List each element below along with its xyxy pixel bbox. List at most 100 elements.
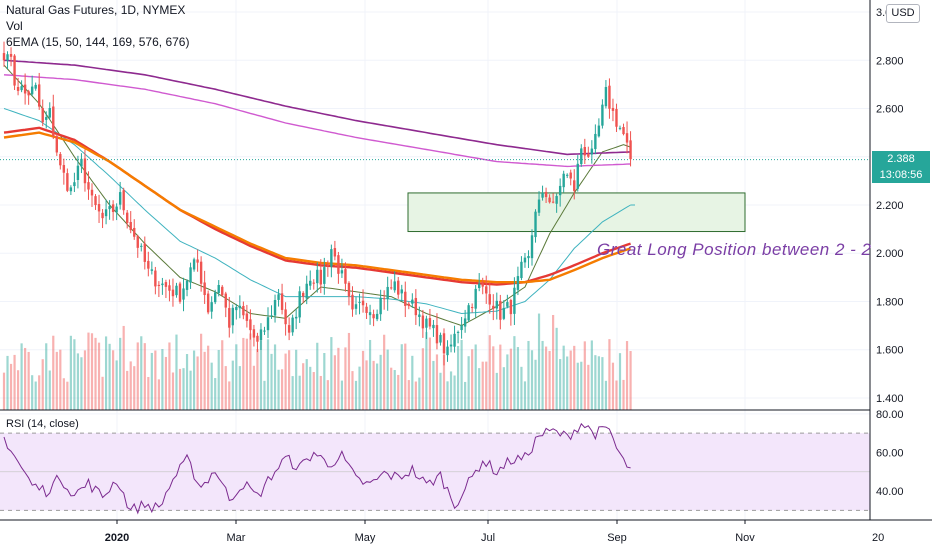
candle-body: [470, 307, 474, 309]
volume-bar: [221, 340, 224, 410]
volume-bar: [34, 381, 37, 410]
volume-bar: [467, 356, 470, 410]
volume-bar: [178, 368, 182, 410]
volume-bar: [361, 350, 365, 410]
candle-body: [527, 255, 530, 259]
candle-body: [358, 301, 361, 303]
candle-body: [118, 192, 122, 205]
volume-bar: [101, 376, 104, 410]
candle-body: [583, 147, 586, 156]
candle-body: [397, 280, 400, 295]
volume-bar: [555, 327, 558, 410]
volume-bar: [587, 364, 590, 410]
volume-bar: [87, 332, 90, 410]
candle-body: [270, 315, 273, 317]
candle-body: [390, 287, 393, 289]
candle-body: [495, 300, 498, 309]
volume-bar: [618, 353, 622, 410]
candle-body: [13, 55, 16, 86]
candle-body: [157, 284, 161, 287]
time-tick-label: Mar: [227, 532, 246, 544]
volume-bar: [76, 353, 80, 410]
candle-body: [411, 299, 414, 304]
candle-body: [463, 318, 467, 327]
volume-bar: [435, 354, 439, 410]
volume-bar: [351, 371, 354, 410]
volume-bar: [316, 342, 319, 410]
volume-bar: [460, 339, 463, 410]
volume-bar: [122, 325, 125, 410]
candle-body: [235, 307, 238, 311]
rsi-pane: [0, 422, 870, 515]
candle-body: [375, 313, 379, 320]
volume-bar: [608, 339, 611, 410]
volume-bar: [566, 356, 569, 410]
volume-bar: [456, 346, 460, 410]
volume-bar: [464, 381, 467, 410]
volume-bar: [368, 339, 372, 410]
candle-body: [48, 108, 51, 118]
candle-body: [9, 53, 13, 57]
candle-body: [90, 189, 94, 196]
candle-body: [252, 329, 256, 338]
candle-body: [23, 84, 27, 94]
volume-bar: [453, 375, 456, 410]
volume-bar: [284, 353, 287, 410]
support-zone-box: [407, 192, 746, 233]
volume-bar: [298, 375, 301, 410]
volume-bar: [288, 350, 291, 410]
volume-bar: [576, 362, 579, 410]
candle-body: [488, 294, 491, 305]
ema50-line: [3, 108, 631, 315]
volume-bar: [55, 351, 58, 410]
volume-bar: [200, 333, 203, 410]
candle-body: [478, 283, 481, 289]
candle-body: [214, 292, 217, 303]
last-price-tag: 2.388: [872, 151, 930, 167]
candle-body: [467, 305, 470, 321]
volume-bar: [273, 344, 277, 410]
volume-bar: [372, 360, 375, 410]
candle-body: [178, 283, 182, 302]
candle-body: [573, 180, 576, 191]
candle-body: [379, 297, 382, 315]
volume-bar: [330, 337, 333, 410]
candle-body: [302, 292, 305, 297]
candle-body: [562, 173, 565, 188]
time-tick-label: Sep: [607, 532, 627, 544]
candle-body: [453, 333, 456, 347]
candle-body: [45, 117, 48, 120]
ema576-line: [3, 59, 631, 156]
volume-bar: [516, 347, 520, 410]
volume-bar: [537, 313, 541, 410]
volume-bar: [104, 336, 108, 410]
volume-bar: [90, 333, 94, 410]
volume-bar: [242, 337, 245, 410]
volume-bar: [411, 355, 414, 410]
volume-bar: [333, 355, 336, 410]
candle-body: [280, 293, 284, 310]
volume-bar: [52, 335, 55, 410]
volume-bar: [140, 336, 143, 410]
volume-bar: [590, 340, 593, 410]
volume-bar: [20, 343, 23, 410]
volume-bar: [611, 362, 615, 410]
candle-body: [316, 269, 319, 284]
volume-bar: [414, 381, 417, 410]
candle-body: [66, 173, 69, 191]
candle-body: [192, 259, 196, 270]
candle-body: [513, 287, 516, 314]
candle-body: [34, 84, 37, 89]
candle-body: [523, 257, 527, 263]
volume-bar: [499, 344, 502, 410]
candle-body: [115, 206, 118, 213]
volume-bar: [506, 354, 509, 410]
volume-bar: [2, 372, 6, 410]
currency-button[interactable]: USD: [886, 4, 920, 23]
candle-body: [608, 85, 611, 109]
volume-bar: [228, 381, 231, 410]
rsi-label: RSI (14, close): [6, 418, 79, 430]
candle-body: [414, 298, 418, 316]
volume-bar: [594, 355, 597, 410]
